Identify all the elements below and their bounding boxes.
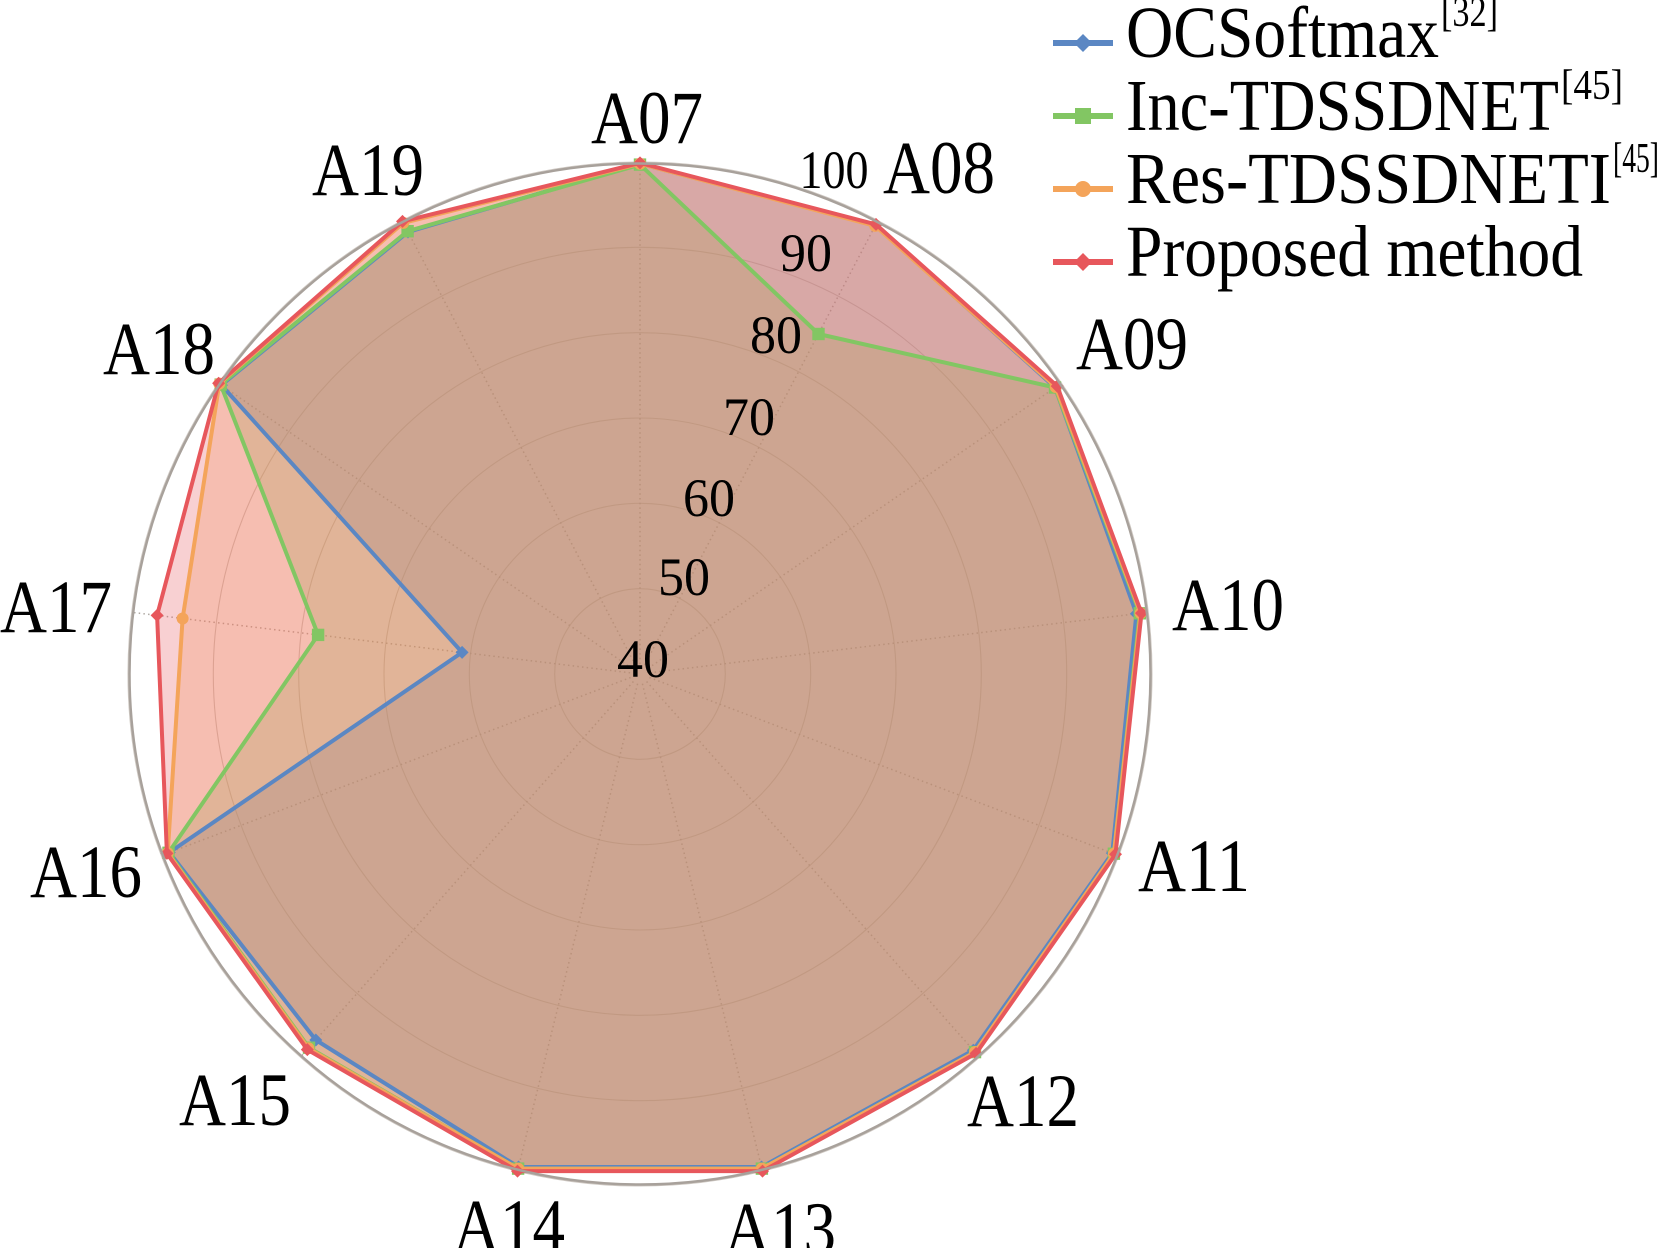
svg-text:Proposed method: Proposed method: [1126, 211, 1583, 292]
svg-text:70: 70: [723, 387, 775, 447]
svg-text:A11: A11: [1138, 825, 1250, 908]
svg-text:A09: A09: [1076, 303, 1188, 386]
svg-text:A17: A17: [0, 566, 112, 649]
svg-text:50: 50: [658, 547, 710, 607]
svg-text:Inc-TDSSDNET: Inc-TDSSDNET: [1126, 65, 1559, 146]
svg-text:40: 40: [617, 629, 669, 689]
svg-text:[32]: [32]: [1441, 0, 1498, 36]
svg-text:[45]: [45]: [1561, 63, 1623, 109]
svg-text:80: 80: [750, 305, 802, 365]
svg-text:A18: A18: [103, 308, 215, 391]
svg-text:OCSoftmax: OCSoftmax: [1126, 0, 1439, 73]
svg-text:A12: A12: [967, 1060, 1079, 1143]
svg-text:100: 100: [800, 140, 869, 200]
svg-text:A14: A14: [453, 1185, 565, 1248]
svg-text:A10: A10: [1172, 564, 1284, 647]
svg-text:[45]: [45]: [1613, 136, 1659, 182]
svg-text:A13: A13: [724, 1188, 836, 1248]
svg-text:A16: A16: [30, 831, 142, 914]
svg-text:A15: A15: [179, 1059, 291, 1142]
svg-text:A07: A07: [591, 77, 703, 160]
svg-text:A08: A08: [883, 127, 995, 210]
svg-text:60: 60: [683, 468, 735, 528]
svg-text:A19: A19: [312, 129, 424, 212]
svg-text:90: 90: [780, 223, 832, 283]
svg-text:Res-TDSSDNETI: Res-TDSSDNETI: [1126, 138, 1611, 219]
